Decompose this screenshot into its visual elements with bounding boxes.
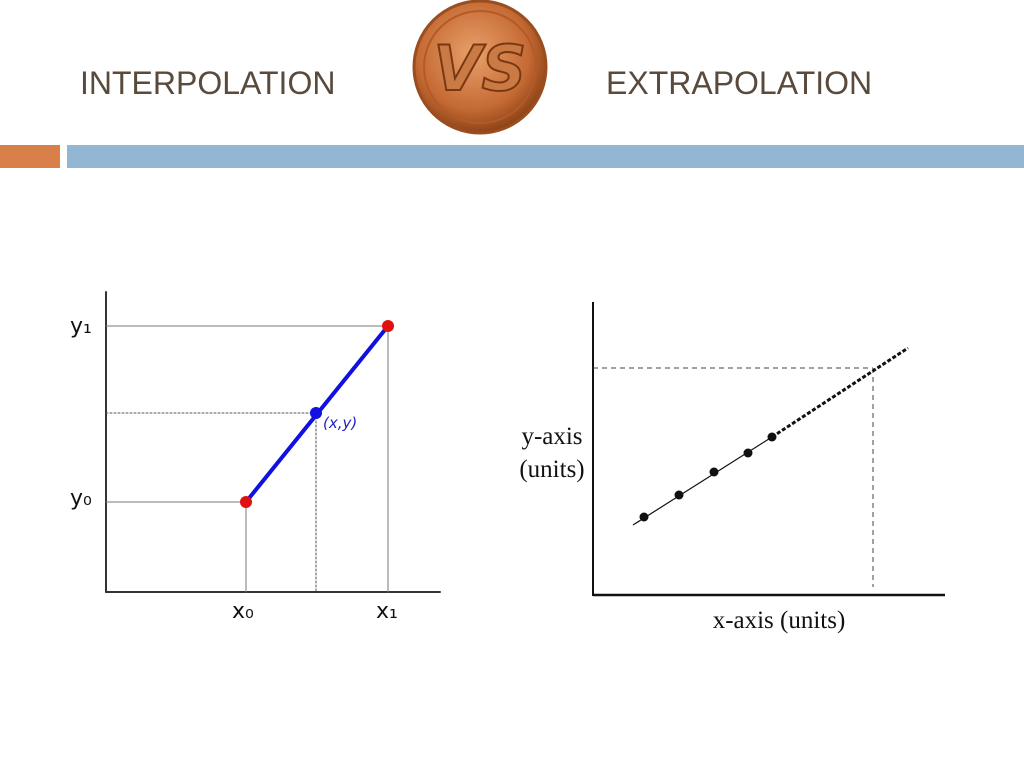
accent-bar [0,145,60,168]
logo-text: VS [434,32,527,105]
y1-label: y₁ [70,314,92,339]
point-label: (x,y) [323,414,357,432]
x0-label: x₀ [232,599,254,624]
x-axis-label: x-axis (units) [713,607,846,634]
y0-label: y₀ [70,486,92,511]
vs-logo: VS [412,0,548,135]
extrapolation-diagram: y-axis (units) x-axis (units) [519,302,945,634]
header-bar [67,145,1024,168]
right-title: EXTRAPOLATION [606,65,872,101]
left-title: INTERPOLATION [80,65,335,101]
y-axis-label: y-axis [521,423,582,450]
x1-label: x₁ [376,599,398,624]
interpolation-diagram: y₁ y₀ x₀ x₁ (x,y) [70,291,441,624]
y-axis-label: (units) [519,456,584,483]
